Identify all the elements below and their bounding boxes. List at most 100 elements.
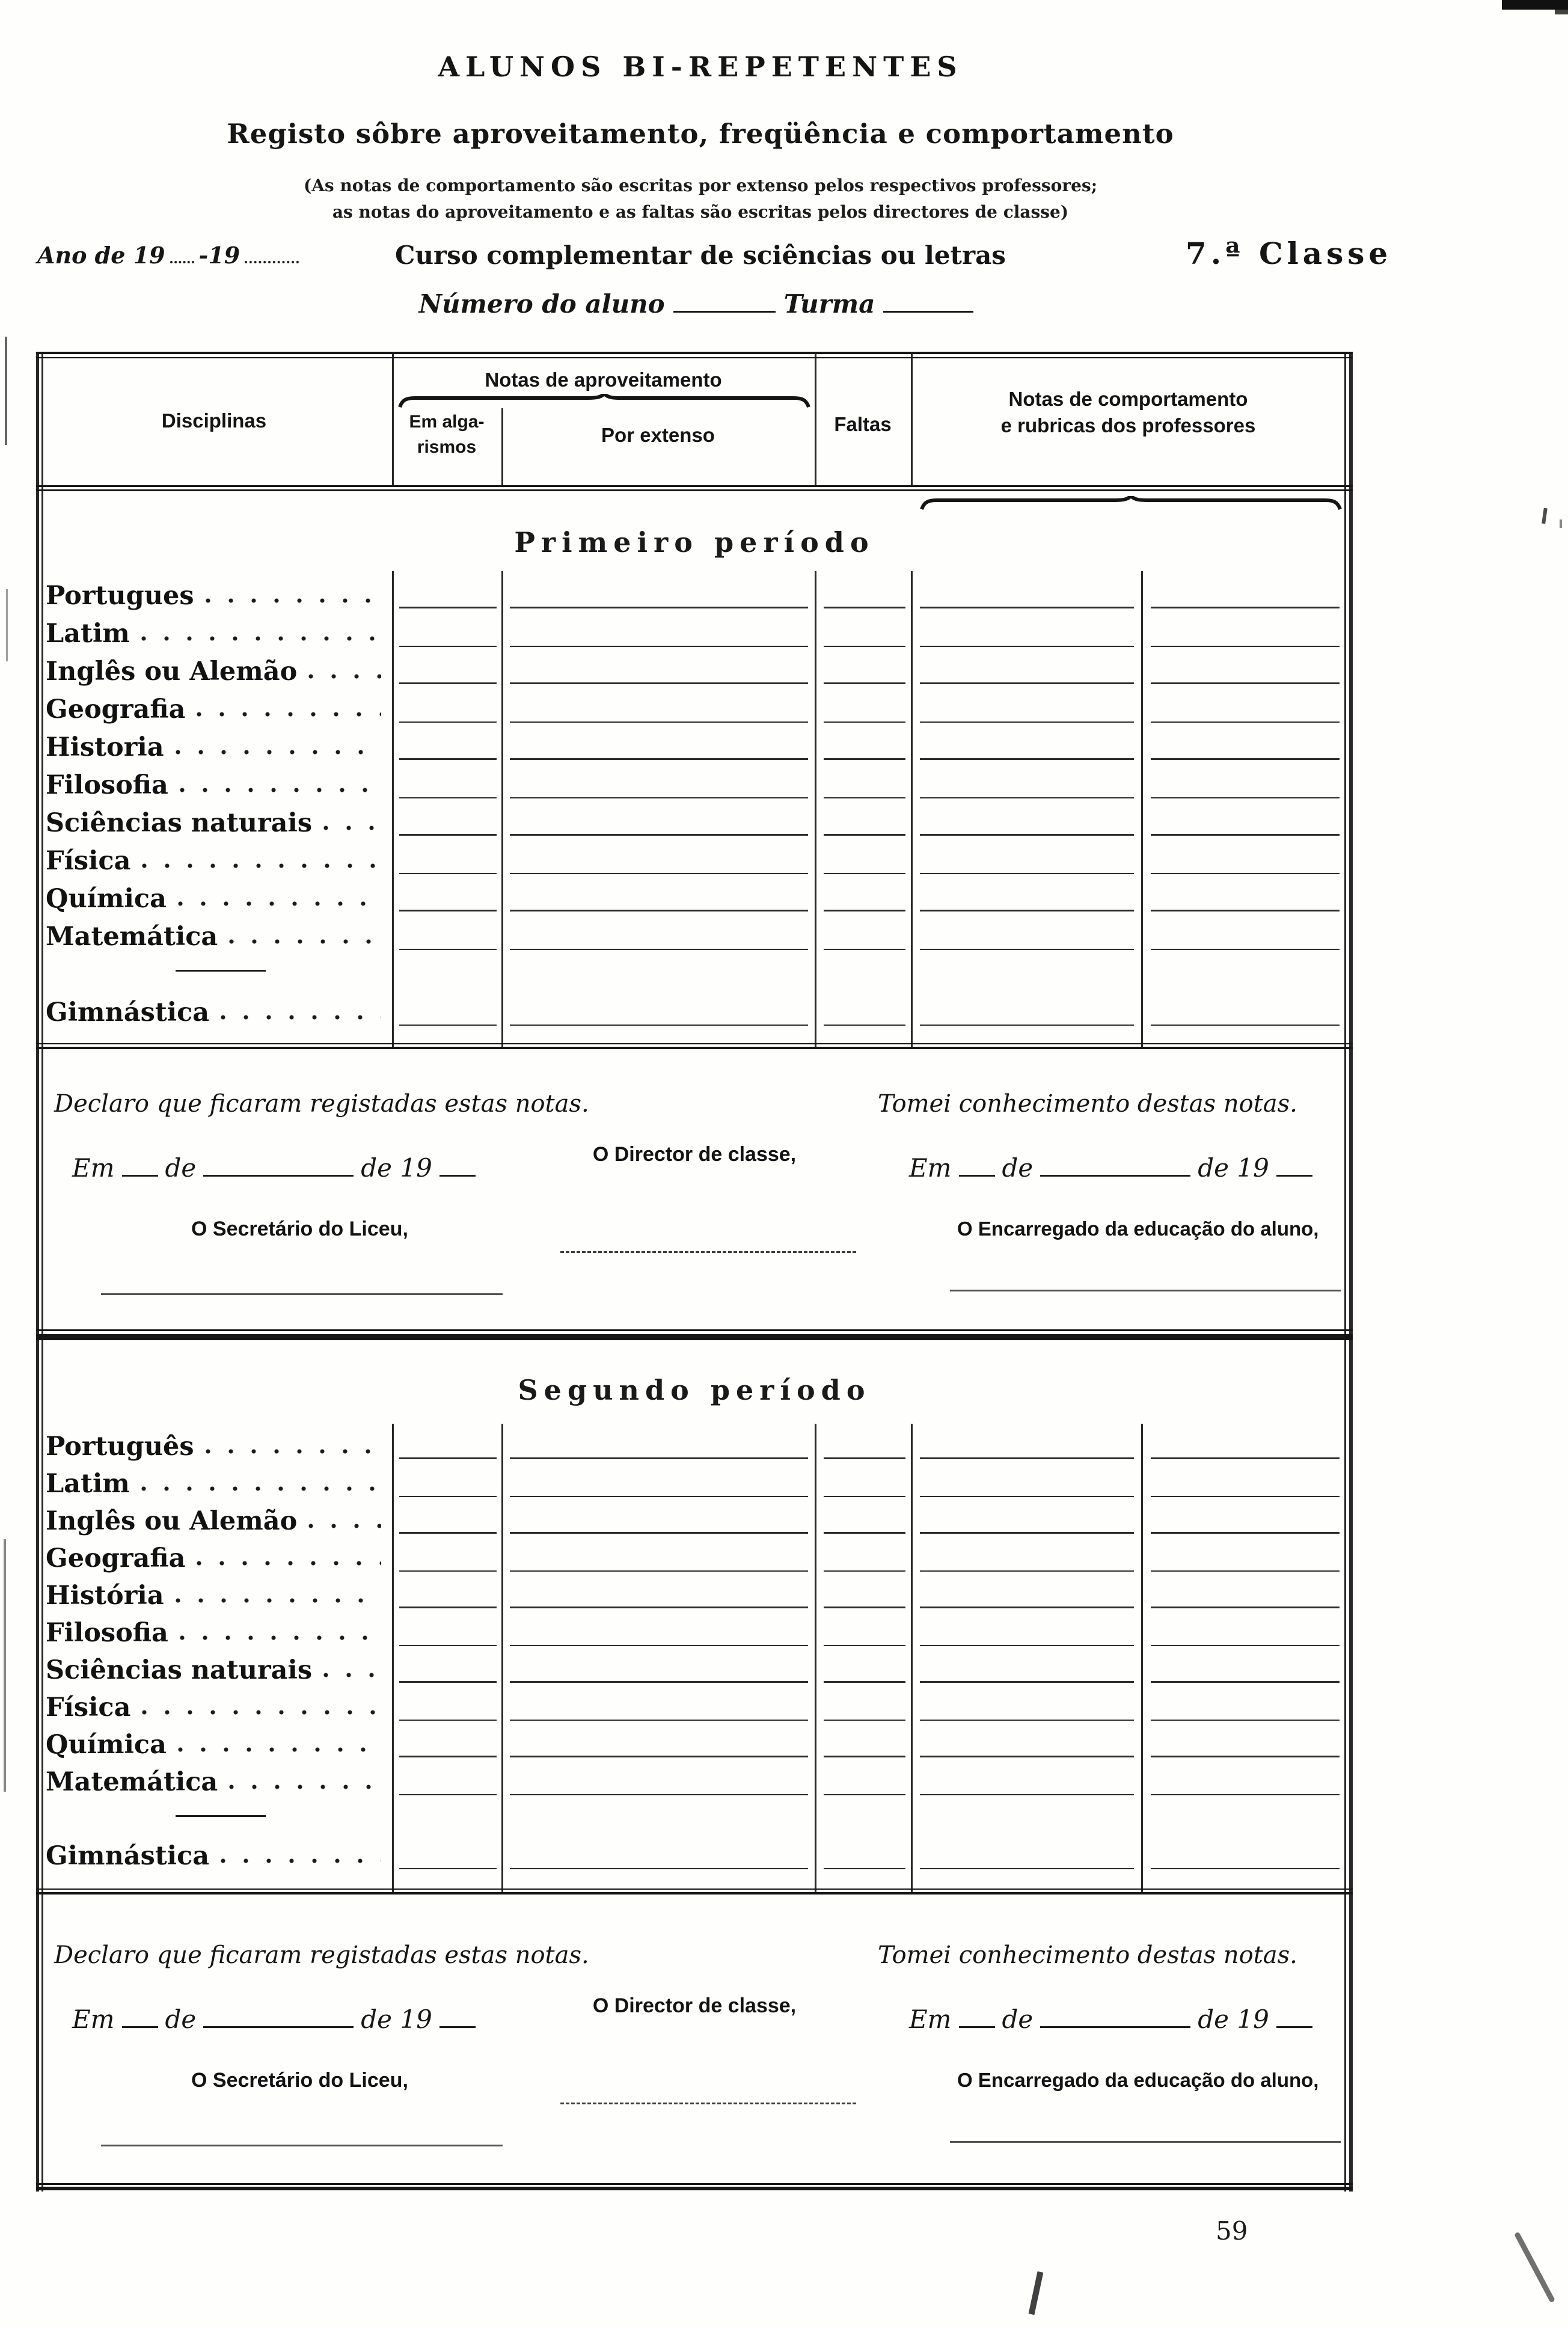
form-note-line1: (As notas de comportamento são escritas … (303, 176, 1098, 195)
write-in-line (510, 1457, 808, 1459)
registrar-statement: Declaro que ficaram registadas estas not… (54, 1941, 589, 1969)
write-in-line (510, 873, 808, 874)
subject-row: Gimnástica (36, 1836, 1346, 1873)
write-in-line (824, 949, 905, 950)
write-in-line (824, 1496, 905, 1497)
subject-row: Latim (36, 1464, 1346, 1501)
write-in-line (920, 1645, 1134, 1646)
subject-name: Química (46, 1730, 167, 1760)
column-header-algarismos-line1: Em alga- (409, 412, 485, 432)
subject-label: Historia (46, 727, 386, 765)
write-in-line (1151, 910, 1340, 911)
write-in-line (1151, 1496, 1340, 1497)
body-line-3-s1 (815, 571, 816, 1047)
write-in-line (1151, 1607, 1340, 1608)
subject-name: Gimnástica (46, 1841, 210, 1871)
header-bottom-rule-2 (36, 489, 1353, 491)
write-in-line (1151, 873, 1340, 874)
subject-name: Química (46, 884, 167, 914)
write-in-line (824, 834, 905, 836)
write-in-line (824, 1756, 905, 1757)
write-in-line (399, 1532, 497, 1534)
table-border-top-inner (36, 357, 1353, 358)
section-separator-heavy (36, 1334, 1353, 1340)
director-signature-line (560, 2103, 856, 2104)
write-in-line (399, 1720, 497, 1721)
date-blank-month (203, 1151, 354, 1177)
body-line-2-s2 (501, 1424, 503, 1893)
date-line-right: Em de de 19 (909, 2003, 1320, 2034)
secretary-label: O Secretário do Liceu, (191, 2069, 408, 2092)
write-in-line (399, 1025, 497, 1026)
date-de: de (165, 1153, 197, 1183)
write-in-line (824, 1532, 905, 1534)
subject-row: Geografia (36, 1539, 1346, 1576)
write-in-line (399, 797, 497, 798)
date-de19: de 19 (361, 2005, 432, 2034)
subject-name: Latim (46, 1469, 130, 1499)
write-in-line (1151, 646, 1340, 647)
guardian-signature-line (950, 2141, 1341, 2143)
section-title-primeiro-periodo: Primeiro período (514, 526, 875, 559)
subject-row: Gimnástica (36, 992, 1346, 1030)
write-in-line (510, 949, 808, 950)
subject-name: Português (46, 1432, 194, 1462)
form-subtitle: Registo sôbre aproveitamento, freqüência… (227, 118, 1174, 150)
subject-label: Matemática (46, 916, 386, 954)
subject-row: História (36, 1576, 1346, 1613)
write-in-line (1151, 1570, 1340, 1572)
year-prefix: Ano de 19 (37, 242, 165, 269)
column-header-comportamento-line2: e rubricas dos professores (1000, 414, 1256, 437)
dotted-leader (174, 1597, 381, 1604)
write-in-line (920, 834, 1134, 836)
body-line-3-s2 (815, 1424, 816, 1893)
write-in-line (824, 721, 905, 723)
subject-label: Matemática (46, 1762, 386, 1800)
subject-name: Inglês ou Alemão (46, 657, 298, 687)
table-border-right-outer (1349, 352, 1353, 2192)
write-in-line (920, 1794, 1134, 1795)
column-header-aproveitamento: Notas de aproveitamento (485, 369, 722, 391)
write-in-line (824, 607, 905, 608)
write-in-line (399, 758, 497, 760)
header-bottom-rule-1 (36, 485, 1353, 487)
subject-label: Geografia (46, 1539, 386, 1576)
subject-label: Portugues (46, 575, 386, 613)
scan-edge-mark-1 (5, 337, 7, 445)
write-in-line (510, 758, 808, 760)
form-title: ALUNOS BI-REPETENTES (438, 51, 963, 83)
dotted-leader (140, 1486, 381, 1492)
write-in-line (920, 1607, 1134, 1608)
date-em: Em (909, 2005, 952, 2034)
write-in-line (510, 1645, 808, 1646)
write-in-line (399, 1457, 497, 1459)
turma-blank (883, 287, 974, 313)
subject-label: Geografia (46, 689, 386, 727)
write-in-line (920, 1681, 1134, 1683)
date-blank-day (121, 2003, 158, 2028)
dotted-leader (323, 1672, 381, 1678)
subject-row: Latim (36, 613, 1346, 651)
subject-row: Física (36, 841, 1346, 878)
subject-row: Filosofia (36, 1613, 1346, 1650)
write-in-line (1151, 1794, 1340, 1795)
subject-name: Inglês ou Alemão (46, 1506, 298, 1536)
write-in-line (1151, 1645, 1340, 1646)
section1-bottom-rule-2 (36, 1047, 1353, 1049)
section-title-segundo-periodo: Segundo período (518, 1374, 871, 1406)
write-in-line (399, 682, 497, 684)
write-in-line (399, 873, 497, 874)
subject-label: História (46, 1576, 386, 1613)
subject-row: Química (36, 878, 1346, 916)
write-in-line (1151, 1025, 1340, 1026)
subject-label: Gimnástica (46, 992, 386, 1030)
write-in-line (510, 721, 808, 723)
write-in-line (510, 646, 808, 647)
subject-row: Matemática (36, 1762, 1346, 1800)
write-in-line (824, 1457, 905, 1459)
write-in-line (920, 1720, 1134, 1721)
write-in-line (399, 1681, 497, 1683)
write-in-line (399, 949, 497, 950)
subject-row: Sciências naturais (36, 1650, 1346, 1688)
student-number-label: Número do aluno (418, 289, 665, 319)
